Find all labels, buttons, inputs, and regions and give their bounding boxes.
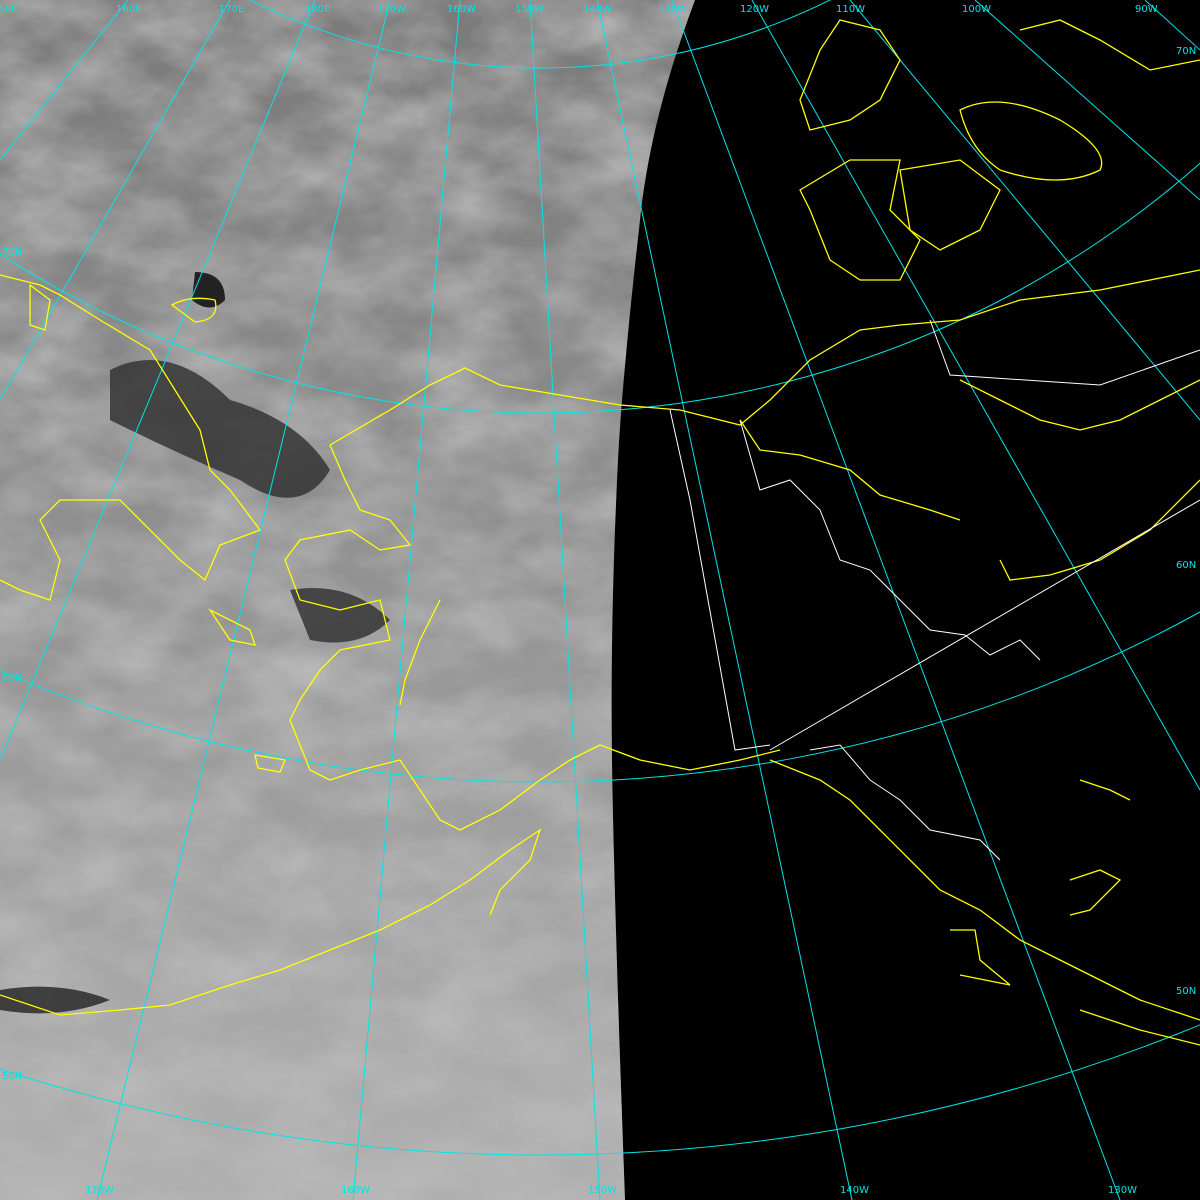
lon-label-top-160e: 160E [116,4,142,15]
meridian-110w [849,0,1200,421]
meridian-130w [671,0,1121,1200]
lon-label-top-160w: 160W [447,4,476,15]
meridian-170e [0,0,231,401]
lon-label-top-130w: 130W [658,4,687,15]
parallel-60n [0,611,1200,783]
parallel-70n [0,162,1200,414]
lon-label-top-90w: 90W [1135,4,1158,15]
dark-ocean-region [110,360,330,498]
meridian-150w [529,0,601,1200]
lon-label-top-180e: 180E [305,4,331,15]
lon-label-bottom-150w: 150W [588,1185,617,1196]
lat-label-right-60n: 60N [1176,560,1197,571]
lon-label-top-100w: 100W [962,4,991,15]
lat-label-left-70n: 70N [2,247,23,258]
meridian-160e [0,0,129,161]
lon-label-top-170w: 170W [377,4,406,15]
meridian-100w [974,0,1200,201]
lat-label-left-50n: 50N [2,1071,23,1082]
meridian-160w [352,0,461,1200]
lon-label-top-170e: 170E [219,4,245,15]
lon-label-bottom-170w: 170W [85,1185,114,1196]
lon-label-bottom-140w: 140W [840,1185,869,1196]
dark-ocean-region [0,986,110,1014]
lon-label-top-150e: 150E [0,4,18,15]
political-borders [669,319,1200,861]
meridian-170w [96,0,391,1200]
meridian-120w [751,0,1200,791]
meridian-90w [1144,0,1200,51]
lon-label-bottom-130w: 130W [1108,1185,1137,1196]
lat-label-right-70n: 70N [1176,46,1197,57]
lon-label-top-110w: 110W [836,4,865,15]
lon-label-top-120w: 120W [740,4,769,15]
lon-label-top-150w: 150W [515,4,544,15]
dark-ocean-region [290,588,390,643]
meridian-180 [0,0,316,761]
lon-label-bottom-160w: 160W [341,1185,370,1196]
lat-label-right-50n: 50N [1176,986,1197,997]
coastlines [0,19,1200,1046]
lat-label-left-60n: 60N [2,673,23,684]
meridian-140w [596,0,853,1200]
parallel-80n [249,0,831,69]
lon-label-top-140w: 140W [583,4,612,15]
